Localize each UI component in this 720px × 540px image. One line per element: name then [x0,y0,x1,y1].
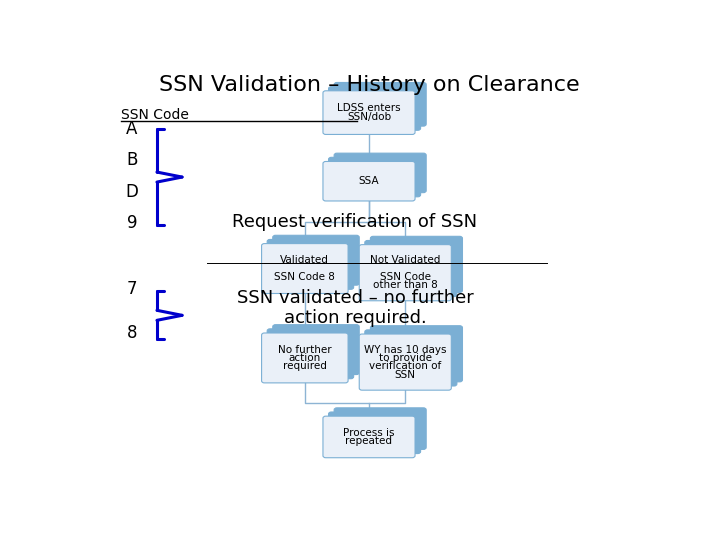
FancyBboxPatch shape [261,333,348,383]
Text: Request verification of SSN: Request verification of SSN [233,213,477,231]
Text: to provide: to provide [379,353,432,363]
Text: action: action [289,353,321,363]
Text: required: required [283,361,327,372]
Text: SSN Code: SSN Code [379,272,431,282]
Text: SSN validated – no further
action required.: SSN validated – no further action requir… [237,289,474,327]
FancyBboxPatch shape [267,329,354,379]
Text: 9: 9 [127,214,137,232]
Text: repeated: repeated [346,436,392,446]
FancyBboxPatch shape [267,239,354,289]
FancyBboxPatch shape [334,153,426,193]
FancyBboxPatch shape [261,244,348,294]
Text: B: B [126,151,138,170]
FancyBboxPatch shape [323,416,415,458]
FancyBboxPatch shape [273,325,359,375]
FancyBboxPatch shape [328,86,420,130]
Text: Not Validated: Not Validated [370,255,441,265]
Text: WY has 10 days: WY has 10 days [364,345,446,355]
Text: D: D [125,183,138,201]
Text: SSN Code: SSN Code [121,109,189,123]
Text: other than 8: other than 8 [373,280,438,290]
Text: Process is: Process is [343,428,395,438]
Text: No further: No further [278,345,332,355]
Text: SSN Code 8: SSN Code 8 [274,272,336,282]
Text: A: A [126,120,138,138]
FancyBboxPatch shape [365,240,457,296]
FancyBboxPatch shape [323,91,415,134]
FancyBboxPatch shape [334,83,426,126]
Text: SSN: SSN [395,369,415,380]
Text: SSA: SSA [359,176,379,186]
Text: 7: 7 [127,280,137,298]
Text: 8: 8 [127,324,137,342]
Text: SSN/dob: SSN/dob [347,112,391,122]
FancyBboxPatch shape [323,161,415,201]
FancyBboxPatch shape [359,334,451,390]
FancyBboxPatch shape [328,412,420,454]
Text: SSN Validation – History on Clearance: SSN Validation – History on Clearance [158,75,580,95]
FancyBboxPatch shape [370,326,462,382]
FancyBboxPatch shape [370,237,462,293]
Text: Validated: Validated [280,255,329,265]
FancyBboxPatch shape [365,330,457,386]
Text: LDSS enters: LDSS enters [337,104,401,113]
FancyBboxPatch shape [328,157,420,197]
Text: verification of: verification of [369,361,441,372]
FancyBboxPatch shape [359,245,451,301]
FancyBboxPatch shape [273,235,359,285]
FancyBboxPatch shape [334,408,426,449]
